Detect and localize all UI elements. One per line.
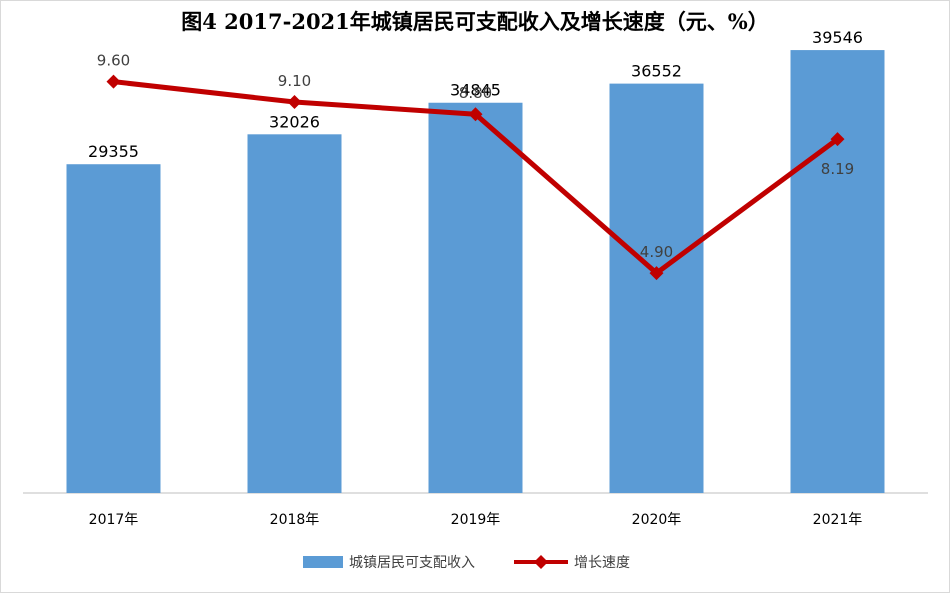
- growth-rate-label: 8.80: [459, 84, 492, 102]
- income-bar-label: 39546: [812, 28, 863, 47]
- legend-growth-marker: [534, 555, 548, 569]
- x-tick-label: 2020年: [632, 512, 682, 528]
- legend-income-label: 城镇居民可支配收入: [349, 555, 475, 571]
- growth-rate-label: 9.60: [97, 52, 130, 70]
- growth-rate-marker: [830, 132, 845, 147]
- income-bar: [428, 102, 523, 494]
- chart-title: 图4 2017-2021年城镇居民可支配收入及增长速度（元、%）: [181, 9, 769, 34]
- x-tick-label: 2017年: [89, 512, 139, 528]
- income-bar: [247, 134, 342, 493]
- x-tick-label: 2021年: [813, 512, 863, 528]
- legend-income-swatch: [303, 556, 343, 568]
- income-bar: [66, 164, 161, 493]
- income-bar: [790, 50, 885, 493]
- growth-rate-marker: [287, 95, 302, 110]
- x-tick-label: 2019年: [451, 512, 501, 528]
- growth-rate-marker: [649, 266, 664, 281]
- growth-rate-label: 8.19: [821, 160, 854, 178]
- growth-rate-label: 4.90: [640, 243, 673, 261]
- growth-rate-marker: [106, 74, 121, 89]
- x-tick-label: 2018年: [270, 512, 320, 528]
- income-bar-label: 32026: [269, 112, 320, 131]
- income-bar-label: 36552: [631, 62, 682, 81]
- legend-growth-label: 增长速度: [574, 555, 630, 571]
- growth-rate-label: 9.10: [278, 72, 311, 90]
- growth-rate-marker: [468, 107, 483, 122]
- income-bar: [609, 83, 704, 493]
- income-bar-label: 34845: [450, 81, 501, 100]
- income-bar-label: 29355: [88, 142, 139, 161]
